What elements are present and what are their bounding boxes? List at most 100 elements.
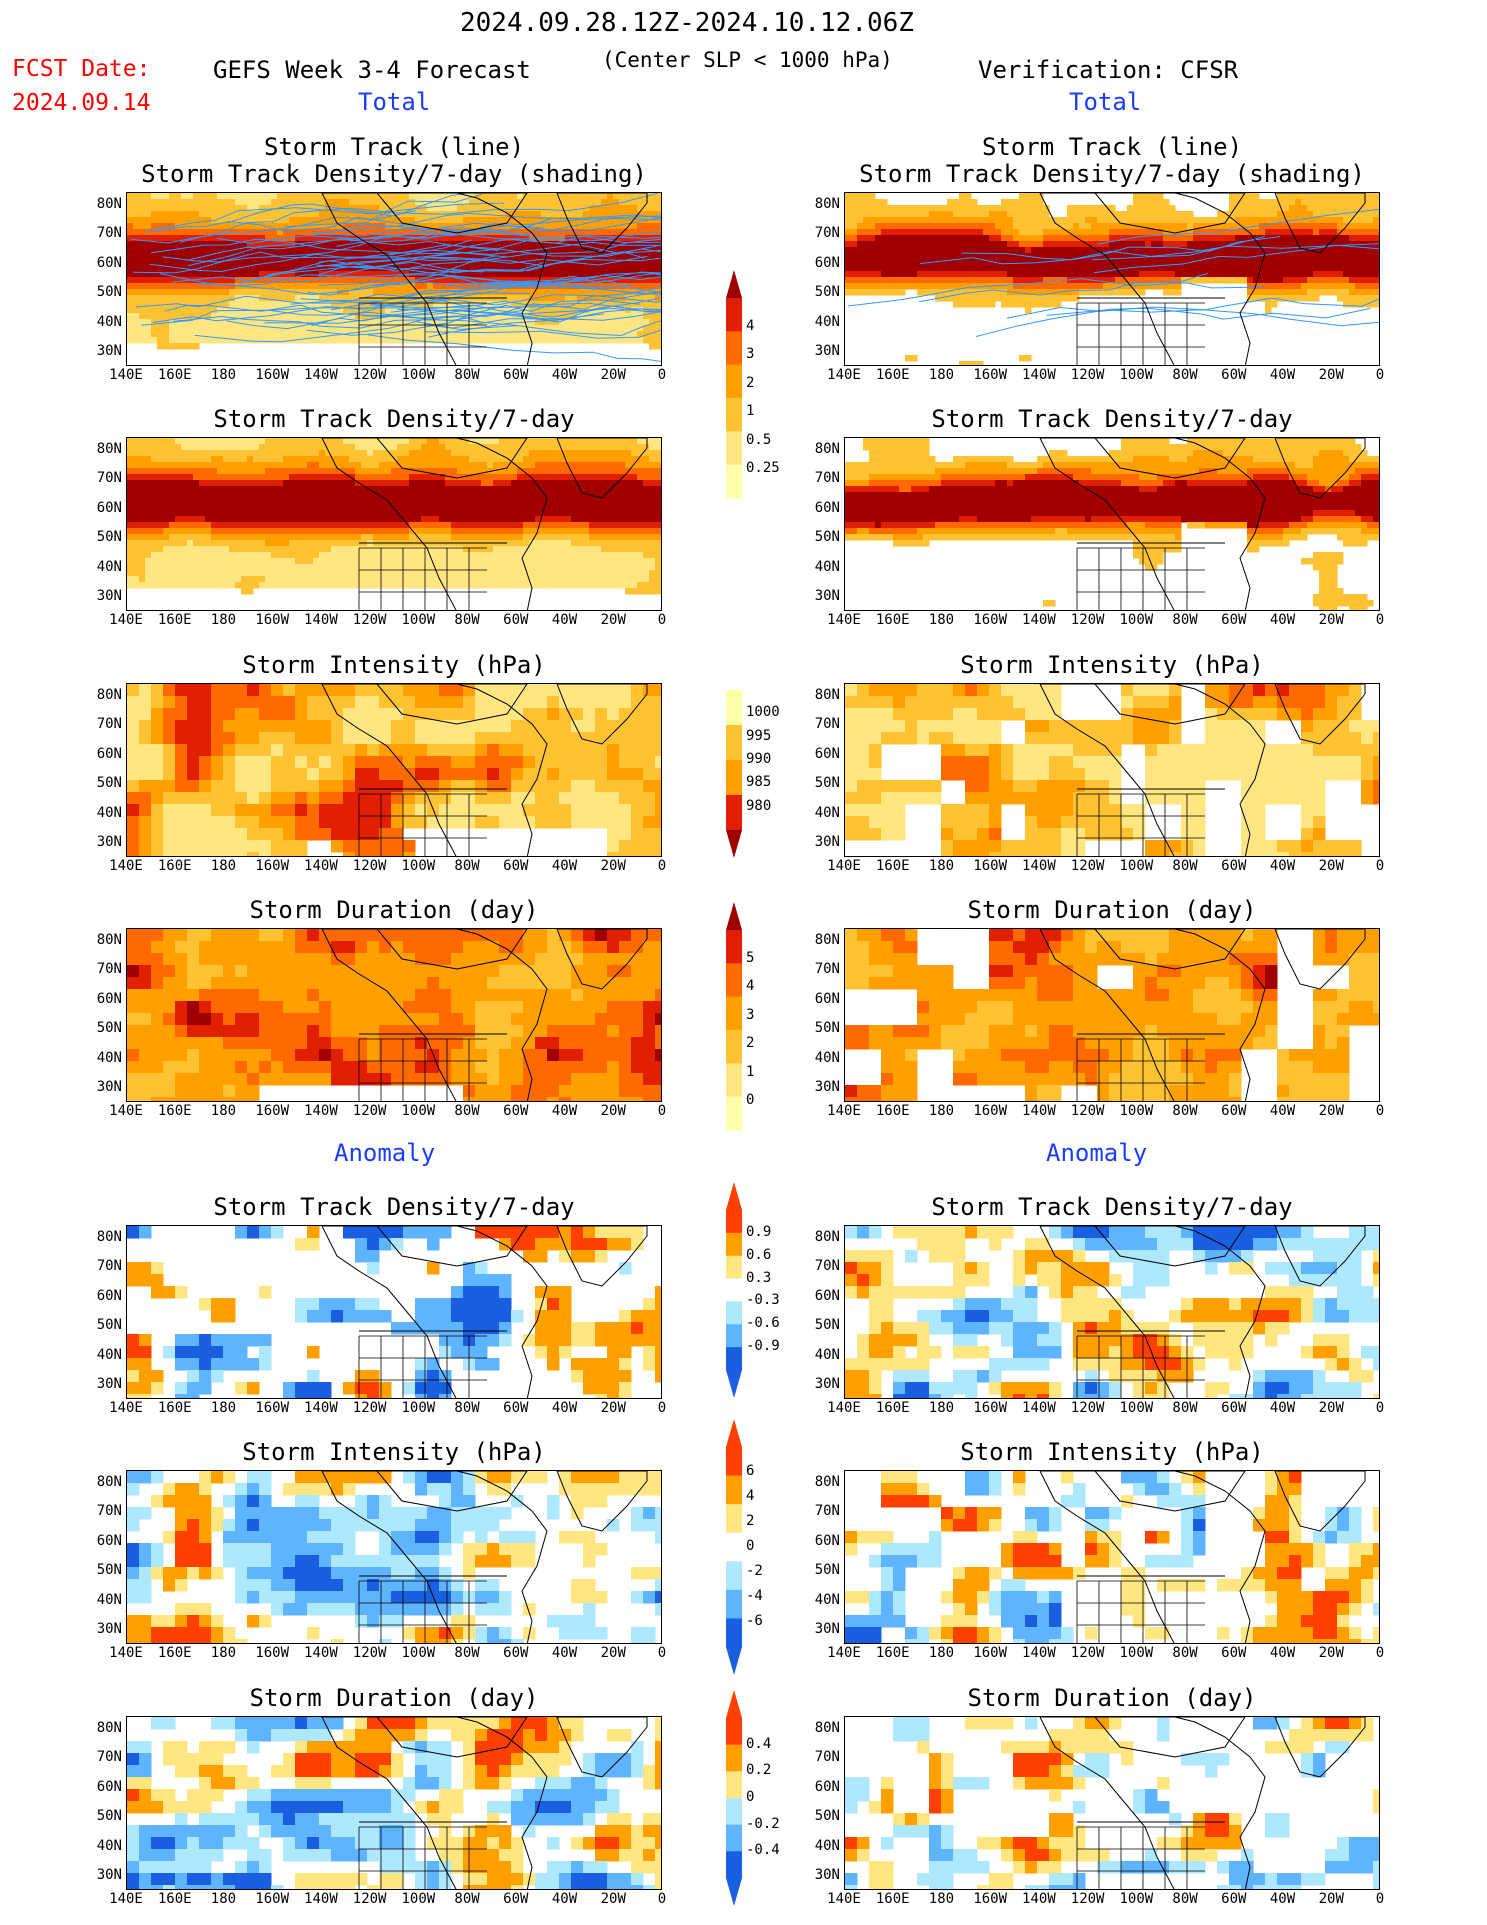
lat-tick-label: 70N (96, 961, 122, 977)
lon-tick-label: 160E (157, 1400, 192, 1416)
lat-tick-label: 50N (814, 1562, 840, 1578)
lon-tick-label: 80W (1172, 367, 1198, 383)
colorbar-label: 3 (746, 346, 755, 363)
colorbar-label: 0.4 (746, 1735, 772, 1752)
lon-tick-label: 140W (304, 1400, 338, 1416)
colorbar-label: 980 (746, 797, 772, 814)
map-duration-forecast (126, 928, 662, 1102)
lat-tick-label: 40N (814, 1347, 840, 1363)
lat-tick-label: 30N (814, 1079, 840, 1095)
lat-tick-label: 30N (96, 1376, 122, 1392)
lat-tick-label: 80N (96, 1474, 122, 1490)
lon-tick-label: 40W (551, 858, 578, 874)
lat-tick-label: 80N (814, 1720, 840, 1736)
lon-tick-label: 160W (255, 367, 290, 383)
map-duration-verification (844, 928, 1380, 1102)
verification-label: Verification: CFSR (978, 56, 1239, 84)
colorbar-label: 0 (746, 1092, 755, 1109)
lon-tick-label: 0 (657, 1891, 667, 1907)
lon-tick-label: 180 (928, 1891, 955, 1907)
map-density-verification (844, 437, 1380, 611)
lat-tick-label: 50N (814, 284, 840, 300)
colorbar-label: 995 (746, 727, 772, 744)
lon-tick-label: 60W (1221, 1103, 1247, 1119)
lon-tick-label: 20W (1318, 612, 1344, 628)
lon-tick-label: 180 (928, 858, 955, 874)
panel-title: Storm Duration (day) (967, 1684, 1257, 1712)
lat-tick-label: 80N (814, 1229, 840, 1245)
lon-tick-label: 20W (600, 1103, 626, 1119)
lon-tick-label: 160W (973, 612, 1008, 628)
lat-tick-label: 80N (96, 196, 122, 212)
colorbar-label: 0.2 (746, 1762, 772, 1779)
panel-title: Storm Intensity (hPa) (242, 651, 546, 679)
lon-tick-label: 0 (1375, 1400, 1385, 1416)
lon-tick-label: 180 (928, 1103, 955, 1119)
lat-tick-label: 70N (96, 716, 122, 732)
lon-tick-label: 160W (973, 1400, 1008, 1416)
lat-tick-label: 40N (814, 805, 840, 821)
lat-tick-label: 30N (814, 343, 840, 359)
lon-tick-label: 120W (352, 612, 387, 628)
lon-tick-label: 160E (875, 367, 910, 383)
lon-tick-label: 100W (1119, 858, 1154, 874)
lon-tick-label: 80W (454, 1645, 480, 1661)
lon-tick-label: 100W (401, 367, 436, 383)
map-density_anom-forecast (126, 1225, 662, 1399)
map-density-forecast (126, 437, 662, 611)
lat-tick-label: 40N (96, 1347, 122, 1363)
lat-tick-label: 60N (96, 1288, 122, 1304)
map-intensity_anom-verification (844, 1470, 1380, 1644)
lat-tick-label: 70N (96, 225, 122, 241)
lon-tick-label: 180 (210, 1645, 237, 1661)
section-total-left: Total (358, 88, 431, 116)
lon-tick-label: 40W (1269, 1400, 1296, 1416)
lon-tick-label: 180 (210, 858, 237, 874)
lon-tick-label: 160W (255, 1645, 290, 1661)
lon-tick-label: 80W (1172, 1645, 1198, 1661)
colorbar-label: 0.25 (746, 460, 780, 477)
colorbar-label: -0.9 (746, 1338, 780, 1355)
panel-title: Storm Track Density/7-day (931, 405, 1293, 433)
lon-tick-label: 0 (657, 1103, 667, 1119)
lon-tick-label: 140W (1022, 1400, 1056, 1416)
map-track-verification (844, 192, 1380, 366)
lat-tick-label: 60N (814, 746, 840, 762)
lat-tick-label: 70N (814, 1749, 840, 1765)
section-anomaly-right: Anomaly (1046, 1139, 1148, 1167)
colorbar-label: 2 (746, 1035, 755, 1052)
lat-tick-label: 50N (96, 1808, 122, 1824)
lon-tick-label: 100W (401, 1103, 436, 1119)
lon-tick-label: 40W (551, 1400, 578, 1416)
section-total-right: Total (1069, 88, 1142, 116)
lat-tick-label: 30N (96, 1621, 122, 1637)
lat-tick-label: 30N (96, 1867, 122, 1883)
lon-tick-label: 140W (1022, 1645, 1056, 1661)
lon-tick-label: 20W (1318, 367, 1344, 383)
lat-tick-label: 80N (96, 687, 122, 703)
lon-tick-label: 180 (210, 1103, 237, 1119)
lon-tick-label: 120W (1070, 858, 1105, 874)
lon-tick-label: 60W (503, 1400, 529, 1416)
lon-tick-label: 100W (1119, 1400, 1154, 1416)
lat-tick-label: 40N (96, 314, 122, 330)
lon-tick-label: 180 (928, 1645, 955, 1661)
lon-tick-label: 140W (1022, 1891, 1056, 1907)
lat-tick-label: 70N (814, 961, 840, 977)
lon-tick-label: 140E (109, 1400, 143, 1416)
lon-tick-label: 160E (157, 1891, 192, 1907)
lon-tick-label: 140W (304, 1891, 338, 1907)
colorbar-label: 1 (746, 1063, 755, 1080)
lon-tick-label: 80W (1172, 1400, 1198, 1416)
lat-tick-label: 40N (96, 559, 122, 575)
lon-tick-label: 160E (157, 858, 192, 874)
lon-tick-label: 160E (157, 612, 192, 628)
lon-tick-label: 0 (657, 367, 667, 383)
lat-tick-label: 70N (814, 1258, 840, 1274)
lon-tick-label: 140E (109, 367, 143, 383)
lon-tick-label: 140W (304, 1645, 338, 1661)
lon-tick-label: 180 (210, 367, 237, 383)
lon-tick-label: 160W (255, 1103, 290, 1119)
lon-tick-label: 140W (304, 612, 338, 628)
colorbar-density (726, 270, 742, 499)
